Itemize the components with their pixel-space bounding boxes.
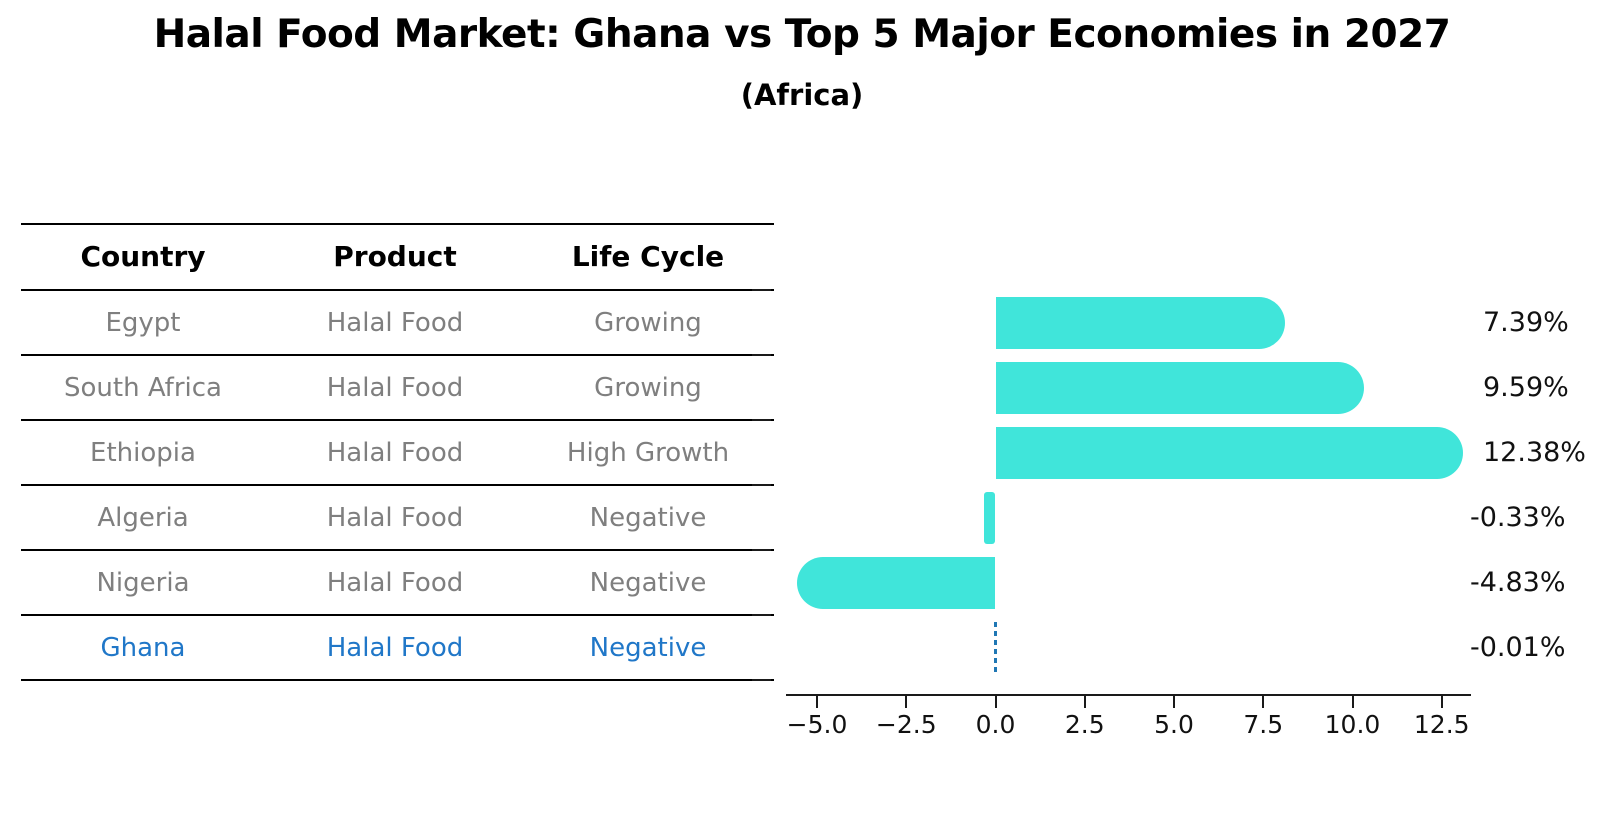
x-tick [1173, 695, 1175, 708]
x-tick [994, 695, 997, 708]
x-tick [1351, 695, 1354, 708]
table-rule [21, 679, 774, 681]
table-cell-south-africa-life_cycle: Growing [594, 372, 702, 403]
table-cell-ethiopia-life_cycle: High Growth [566, 437, 730, 468]
bar-ethiopia [995, 426, 1464, 479]
bar-nigeria [797, 556, 996, 609]
bar-algeria [983, 491, 996, 544]
table-cell-nigeria-product: Halal Food [326, 567, 464, 598]
chart-title: Halal Food Market: Ghana vs Top 5 Major … [153, 12, 1451, 57]
table-cell-ghana-country: Ghana [100, 632, 186, 663]
x-tick-label: 5.0 [1154, 710, 1194, 739]
x-tick [1440, 695, 1443, 708]
x-tick-label: −5.0 [786, 710, 848, 739]
table-cell-ethiopia-country: Ethiopia [90, 437, 196, 468]
x-tick [816, 695, 818, 708]
table-rule [21, 614, 774, 616]
table-rule [21, 484, 774, 486]
x-tick [905, 695, 908, 708]
value-label-nigeria: -4.83% [1470, 566, 1566, 598]
x-tick-label: 12.5 [1413, 710, 1470, 739]
y-tick [752, 289, 771, 291]
table-cell-algeria-country: Algeria [97, 502, 189, 533]
bar-egypt [995, 296, 1286, 349]
x-tick-label: 2.5 [1064, 710, 1105, 739]
table-cell-nigeria-life_cycle: Negative [589, 567, 707, 598]
y-tick [752, 679, 771, 681]
column-header-country: Country [80, 240, 206, 273]
table-cell-algeria-product: Halal Food [326, 502, 464, 533]
x-tick-label: 0.0 [975, 710, 1016, 739]
bar-ghana-dashed-marker [994, 621, 997, 674]
table-rule [21, 289, 774, 291]
table-cell-ghana-life_cycle: Negative [589, 632, 707, 663]
bar-south-africa [995, 361, 1364, 414]
x-tick [1083, 695, 1086, 708]
value-label-south-africa: 9.59% [1483, 371, 1569, 403]
table-cell-nigeria-country: Nigeria [96, 567, 190, 598]
y-tick [752, 419, 771, 421]
chart-subtitle: (Africa) [740, 78, 864, 112]
column-header-product: Product [333, 240, 457, 273]
table-cell-egypt-product: Halal Food [326, 307, 464, 338]
value-label-ghana: -0.01% [1470, 631, 1566, 663]
y-tick [752, 614, 771, 616]
value-label-egypt: 7.39% [1483, 306, 1569, 338]
table-cell-egypt-life_cycle: Growing [594, 307, 702, 338]
table-cell-ghana-product: Halal Food [326, 632, 464, 663]
table-cell-south-africa-country: South Africa [64, 372, 222, 403]
column-header-life-cycle: Life Cycle [571, 240, 725, 273]
table-rule [21, 419, 774, 421]
y-tick [752, 549, 771, 551]
value-label-algeria: -0.33% [1470, 501, 1566, 533]
table-cell-egypt-country: Egypt [105, 307, 181, 338]
table-rule [21, 549, 774, 551]
x-tick-label: −2.5 [875, 710, 937, 739]
table-cell-south-africa-product: Halal Food [326, 372, 464, 403]
table-cell-ethiopia-product: Halal Food [326, 437, 464, 468]
x-tick [1262, 695, 1265, 708]
table-rule [21, 354, 774, 356]
x-axis-line [786, 694, 1471, 696]
y-tick [752, 484, 771, 486]
table-rule [21, 223, 774, 225]
x-tick-label: 10.0 [1324, 710, 1381, 739]
y-tick [752, 354, 771, 356]
table-cell-algeria-life_cycle: Negative [589, 502, 707, 533]
x-tick-label: 7.5 [1243, 710, 1284, 739]
value-label-ethiopia: 12.38% [1483, 436, 1586, 468]
